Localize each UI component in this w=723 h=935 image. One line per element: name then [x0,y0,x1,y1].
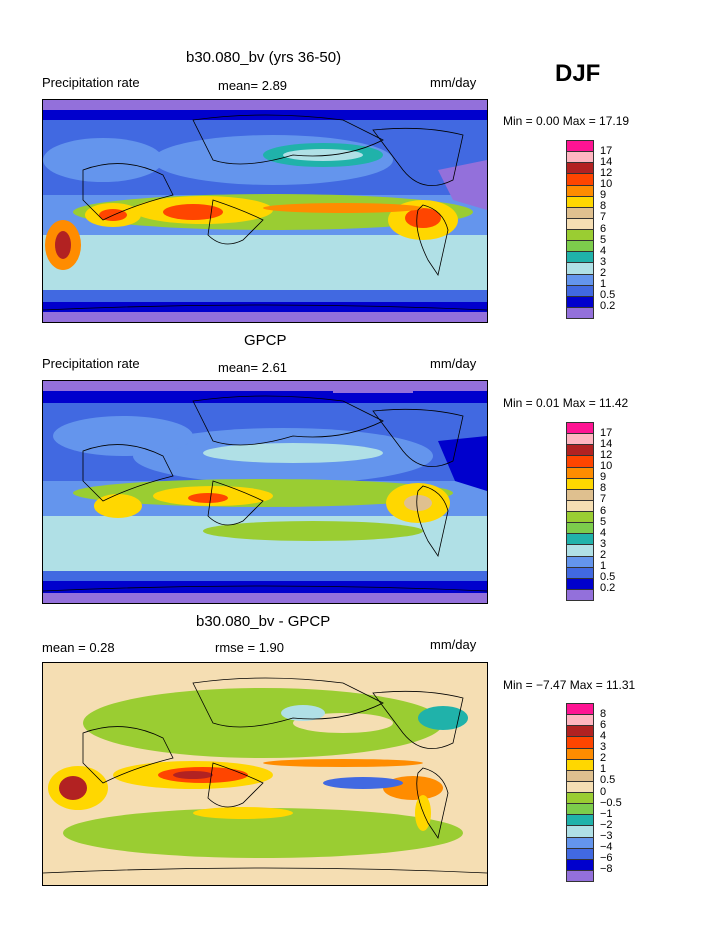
colorbar-tick-label: 14 [600,155,613,168]
colorbar-tick-label: 1 [600,560,607,573]
colorbar-tick-label: −0.5 [600,796,622,809]
colorbar-tick-label: −3 [600,830,613,842]
panel-1-map [42,99,488,323]
colorbar-box [566,869,594,882]
colorbar-tick-label: 0.5 [600,571,616,584]
panel-2-title: GPCP [244,332,287,349]
panel-1-title: b30.080_bv (yrs 36-50) [186,49,342,66]
panel-2-units: mm/day [430,356,477,371]
panel-2-mean: mean= 2.61 [218,360,288,375]
colorbar-tick-label: 12 [600,166,613,179]
colorbar-tick-label: 10 [600,460,613,472]
colorbar-tick-label: 0.5 [600,289,616,302]
colorbar-tick-label: 17 [600,426,613,439]
colorbar-tick-label: 3 [600,255,607,268]
colorbar-tick-label: 8 [600,482,607,495]
panel-3-title: b30.080_bv - GPCP [196,613,331,630]
panel-3-minmax: Min = −7.47 Max = 11.31 [503,678,636,692]
panel-2-left-label: Precipitation rate [42,356,140,371]
colorbar-tick-label: 14 [600,437,613,450]
season-label: DJF [555,60,601,87]
colorbar-tick-label: 8 [600,707,607,720]
colorbar-tick-label: 2 [600,752,607,765]
colorbar-box [566,306,594,319]
panel-2-map [42,380,488,604]
colorbar-tick-label: 2 [600,267,607,279]
panel-2-colorbar: 17 14 12 10 9 8 7 6 5 4 3 2 1 0.5 0.2 [566,422,615,601]
colorbar-tick-label: 9 [600,471,607,484]
colorbar-tick-label: 9 [600,189,607,202]
colorbar-tick-label: 4 [600,244,607,257]
colorbar-tick-label: 1 [600,278,607,291]
colorbar-tick-label: 6 [600,222,607,235]
panel-3-colorbar: 8 6 4 3 2 1 0.5 0 −0.5 −1 −2 −3 −4 −6 −8 [566,703,622,882]
colorbar-tick-label: 3 [600,741,607,753]
colorbar-box [566,588,594,601]
colorbar-tick-label: 5 [600,233,607,246]
colorbar-tick-label: 6 [600,504,607,517]
panel-3-mean: mean = 0.28 [42,640,115,655]
colorbar-tick-label: −6 [600,852,613,865]
colorbar-tick-label: −1 [600,807,613,820]
colorbar-tick-label: 7 [600,493,607,506]
colorbar-tick-label: 0.5 [600,774,616,787]
colorbar-tick-label: 3 [600,537,607,550]
panel-3-rmse: rmse = 1.90 [215,640,285,655]
colorbar-tick-label: 1 [600,763,607,776]
panel-1-left-label: Precipitation rate [42,75,140,90]
colorbar-tick-label: 2 [600,549,607,561]
colorbar-tick-label: −8 [600,863,613,876]
colorbar-tick-label: 6 [600,718,607,731]
colorbar-tick-label: −4 [600,841,613,854]
panel-1-units: mm/day [430,75,477,90]
colorbar-tick-label: 5 [600,515,607,528]
panel-1-minmax: Min = 0.00 Max = 17.19 [503,114,630,128]
colorbar-tick-label: 4 [600,729,607,742]
panel-2-minmax: Min = 0.01 Max = 11.42 [503,396,629,410]
colorbar-tick-label: −2 [600,818,613,831]
colorbar-tick-label: 17 [600,144,613,157]
colorbar-tick-label: 0.2 [600,582,616,595]
panel-1-mean: mean= 2.89 [218,78,288,93]
colorbar-tick-label: 4 [600,526,607,539]
colorbar-tick-label: 10 [600,178,613,190]
panel-1-colorbar: 17 14 12 10 9 8 7 6 5 4 3 2 1 0.5 0.2 [566,140,615,319]
colorbar-tick-label: 0.2 [600,300,616,313]
colorbar-tick-label: 8 [600,200,607,213]
panel-3-map [42,662,488,886]
colorbar-tick-label: 12 [600,448,613,461]
panel-3-units: mm/day [430,637,477,652]
colorbar-tick-label: 7 [600,211,607,224]
colorbar-tick-label: 0 [600,785,607,798]
